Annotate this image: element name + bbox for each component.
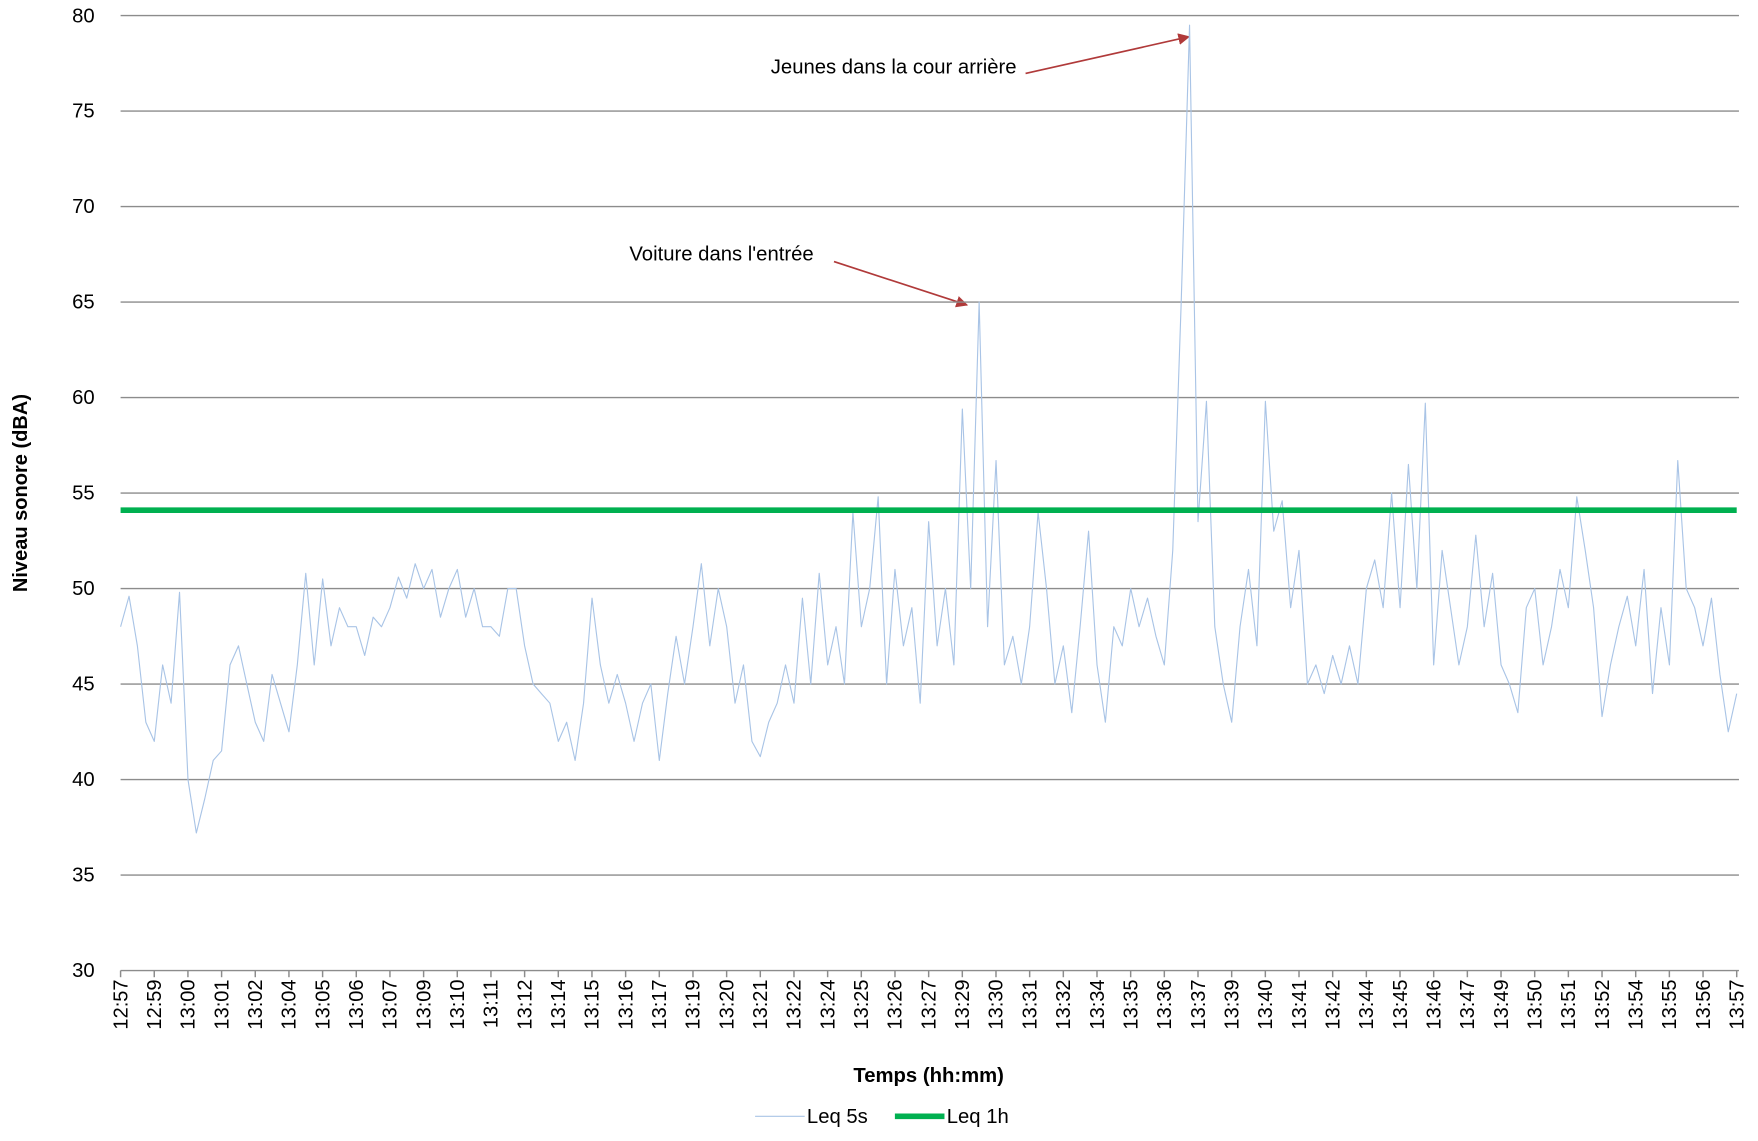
annotation-arrow <box>1025 33 1191 75</box>
x-tick-label: 13:41 <box>1289 979 1311 1029</box>
x-tick-label: 13:02 <box>245 979 267 1029</box>
x-tick-label: 13:54 <box>1625 979 1647 1029</box>
x-tick-label: 13:50 <box>1524 979 1546 1029</box>
x-tick-label: 13:16 <box>615 979 637 1029</box>
x-tick-label: 13:25 <box>851 979 873 1029</box>
y-tick-label: 35 <box>72 865 95 887</box>
x-tick-label: 13:07 <box>380 979 402 1029</box>
x-tick-label: 13:45 <box>1390 979 1412 1029</box>
y-axis-title: Niveau sonore (dBA) <box>10 394 32 592</box>
x-tick-label: 13:24 <box>817 979 839 1029</box>
plot: Niveau sonore (dBA) Temps (hh:mm) Jeunes… <box>10 5 1749 1128</box>
x-tick-label: 13:57 <box>1726 979 1748 1029</box>
x-tick-label: 13:44 <box>1356 979 1378 1029</box>
x-tick-label: 13:40 <box>1255 979 1277 1029</box>
x-tick-label: 13:05 <box>312 979 334 1029</box>
x-tick-label: 13:26 <box>885 979 907 1029</box>
x-tick-label: 13:20 <box>716 979 738 1029</box>
x-tick-label: 13:51 <box>1558 979 1580 1029</box>
x-tick-label: 13:56 <box>1693 979 1715 1029</box>
y-tick-label: 30 <box>72 960 95 982</box>
annotation: Jeunes dans la cour arrière <box>771 57 1017 79</box>
x-tick-label: 13:04 <box>279 979 301 1029</box>
x-tick-label: 13:47 <box>1457 979 1479 1029</box>
y-tick-label: 70 <box>72 196 95 218</box>
x-tick-label: 13:49 <box>1491 979 1513 1029</box>
x-axis-title: Temps (hh:mm) <box>853 1065 1004 1087</box>
x-tick-label: 13:11 <box>481 979 503 1028</box>
x-tick-label: 13:36 <box>1154 979 1176 1029</box>
x-tick-label: 13:37 <box>1188 979 1210 1029</box>
x-tick-label: 12:57 <box>110 979 132 1029</box>
x-tick-label: 13:42 <box>1322 979 1344 1029</box>
y-tick-label: 40 <box>72 769 95 791</box>
y-tick-label: 80 <box>72 5 95 27</box>
y-tick-label: 65 <box>72 292 95 314</box>
x-tick-label: 13:39 <box>1221 979 1243 1029</box>
x-tick-label: 13:34 <box>1087 979 1109 1029</box>
x-tick-label: 13:46 <box>1423 979 1445 1029</box>
x-tick-label: 13:14 <box>548 979 570 1029</box>
x-tick-label: 13:32 <box>1053 979 1075 1029</box>
x-tick-label: 13:22 <box>784 979 806 1029</box>
x-tick-label: 13:12 <box>514 979 536 1029</box>
x-tick-label: 13:29 <box>952 979 974 1029</box>
y-tick-label: 45 <box>72 674 95 696</box>
x-tick-label: 13:52 <box>1592 979 1614 1029</box>
x-tick-label: 13:21 <box>750 979 772 1029</box>
y-tick-label: 50 <box>72 578 95 600</box>
x-tick-label: 13:31 <box>1019 979 1041 1029</box>
legend-label: Leq 5s <box>807 1106 868 1128</box>
x-tick-label: 13:09 <box>413 979 435 1029</box>
legend-label: Leq 1h <box>947 1106 1009 1128</box>
x-tick-label: 13:17 <box>649 979 671 1029</box>
x-tick-label: 13:35 <box>1120 979 1142 1029</box>
annotation: Voiture dans l'entrée <box>629 244 813 266</box>
x-tick-label: 13:30 <box>986 979 1008 1029</box>
x-tick-label: 13:19 <box>683 979 705 1029</box>
annotation-arrow <box>833 260 969 308</box>
x-tick-label: 13:15 <box>582 979 604 1029</box>
x-tick-label: 13:00 <box>178 979 200 1029</box>
y-tick-label: 60 <box>72 387 95 409</box>
x-tick-label: 12:59 <box>144 979 166 1029</box>
y-tick-label: 55 <box>72 483 95 505</box>
x-tick-label: 13:01 <box>211 979 233 1029</box>
x-tick-label: 13:55 <box>1659 979 1681 1029</box>
x-tick-label: 13:27 <box>918 979 940 1029</box>
series-line <box>120 24 1738 834</box>
x-tick-label: 13:10 <box>447 979 469 1029</box>
y-tick-label: 75 <box>72 101 95 123</box>
x-tick-label: 13:06 <box>346 979 368 1029</box>
